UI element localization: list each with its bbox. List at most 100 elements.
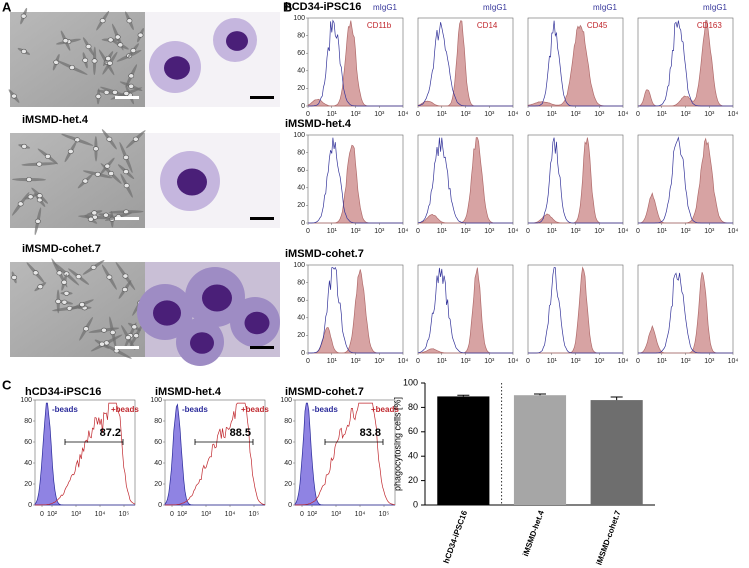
nucleus	[202, 284, 232, 312]
positive-histogram	[295, 402, 396, 506]
x-tick-label: 10²	[570, 358, 581, 365]
cell-body	[123, 183, 130, 189]
marker-label: CD11b	[367, 21, 392, 30]
y-tick-label: 60	[24, 439, 32, 446]
x-tick-label: 0	[306, 111, 310, 118]
y-tick-label: 0	[301, 350, 305, 357]
y-tick-label: 20	[154, 481, 162, 488]
sample-label: iMSMD-het.4	[155, 386, 222, 398]
gate-percent: 87.2	[100, 427, 121, 439]
x-tick-label: 10²	[177, 511, 188, 518]
cell-body	[56, 270, 63, 276]
cell-body	[108, 171, 115, 177]
y-tick-label: 0	[158, 502, 162, 509]
x-tick-label: 10⁴	[728, 111, 739, 118]
x-tick-label: 0	[636, 358, 640, 365]
x-tick-label: 0	[636, 228, 640, 235]
cell-body	[75, 274, 82, 280]
y-tick-label: 100	[293, 132, 305, 139]
positive-histogram	[165, 402, 266, 506]
negative-histogram	[34, 402, 135, 506]
x-tick-label: 10⁴	[618, 358, 629, 365]
x-tick-label: 10⁴	[508, 358, 519, 365]
cell-body	[55, 298, 62, 304]
negative-label: -beads	[312, 405, 338, 414]
x-tick-label: iMSMD-het.4	[521, 509, 546, 558]
y-tick-label: 80	[24, 418, 32, 425]
cell-body	[123, 154, 129, 160]
cell-body	[79, 302, 85, 308]
y-tick-label: 40	[284, 460, 292, 467]
cell-body	[117, 42, 124, 48]
y-tick-label: 20	[297, 332, 305, 339]
plot-frame	[527, 134, 624, 224]
cell-body	[128, 83, 135, 89]
x-tick-label: 10¹	[437, 111, 448, 118]
x-tick-label: 10²	[350, 358, 361, 365]
cell-body	[62, 38, 69, 44]
scale-bar	[115, 217, 139, 220]
cell-body	[36, 161, 43, 167]
x-tick-label: 10⁴	[508, 228, 519, 235]
x-tick-label: 10¹	[547, 228, 558, 235]
bar	[437, 396, 490, 505]
y-tick-label: 100	[403, 377, 418, 387]
gate-percent: 88.5	[230, 427, 251, 439]
y-tick-label: 60	[297, 167, 305, 174]
cell-body	[63, 290, 70, 296]
y-tick-label: 20	[297, 202, 305, 209]
x-tick-label: 10⁴	[398, 228, 409, 235]
x-tick-label: 10¹	[547, 111, 558, 118]
x-tick-label: 10⁵	[249, 511, 260, 518]
y-tick-label: 40	[297, 315, 305, 322]
plot-frame	[637, 17, 734, 107]
x-tick-label: 10³	[704, 111, 715, 118]
positive-label: +beads	[111, 405, 139, 414]
x-tick-label: 10¹	[547, 358, 558, 365]
x-tick-label: iMSMD-cohet.7	[594, 509, 622, 566]
y-tick-label: 0	[301, 220, 305, 227]
cell-body	[94, 171, 101, 177]
x-tick-label: 0	[526, 228, 530, 235]
y-tick-label: 80	[284, 418, 292, 425]
x-tick-label: 10¹	[437, 358, 448, 365]
cell-body	[128, 73, 135, 79]
cell-body	[132, 136, 139, 142]
y-tick-label: 20	[24, 481, 32, 488]
x-tick-label: 10³	[594, 358, 605, 365]
x-tick-label: 10³	[374, 111, 385, 118]
x-tick-label: 10¹	[327, 111, 338, 118]
cell-body	[26, 177, 32, 183]
x-tick-label: 0	[416, 111, 420, 118]
row-label: hCD34-iPSC16	[285, 1, 361, 13]
nucleus	[164, 56, 190, 80]
cell-body	[32, 270, 39, 276]
x-tick-label: 10³	[594, 111, 605, 118]
cell-body	[61, 279, 68, 285]
nucleus	[244, 311, 270, 335]
nucleus	[153, 300, 181, 326]
marker-label: CD163	[697, 21, 722, 30]
cell-body	[105, 56, 112, 62]
y-tick-label: 100	[280, 397, 292, 404]
cell-body	[123, 169, 129, 175]
cell-body	[93, 146, 99, 152]
nucleus	[190, 332, 214, 354]
x-tick-label: hCD34-iPSC16	[442, 509, 470, 565]
cell-body	[11, 93, 17, 99]
panel-letter: B	[283, 0, 292, 14]
y-tick-label: 40	[297, 68, 305, 75]
x-tick-label: 10²	[460, 358, 471, 365]
y-tick-label: 80	[297, 32, 305, 39]
isotype-histogram	[417, 267, 513, 354]
y-tick-label: 0	[301, 103, 305, 110]
x-tick-label: 10⁴	[95, 511, 106, 518]
y-tick-label: 60	[154, 439, 162, 446]
isotype-histogram	[638, 20, 733, 107]
isotype-label: mIgG1	[373, 3, 398, 12]
x-tick-label: 10²	[680, 228, 691, 235]
cell-body	[67, 148, 74, 154]
cell-body	[99, 18, 106, 24]
nucleus	[226, 31, 248, 51]
y-tick-label: 40	[154, 460, 162, 467]
